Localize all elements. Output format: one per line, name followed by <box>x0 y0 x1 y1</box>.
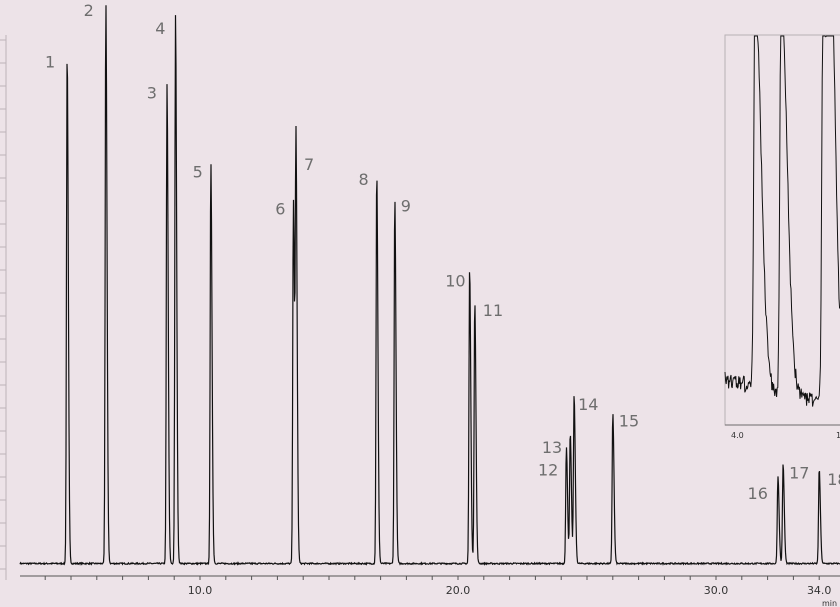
peak-label-12: 12 <box>538 460 558 479</box>
peak-labels: 123456789101112131415161718 <box>45 1 840 503</box>
peak-label-17: 17 <box>789 464 809 483</box>
peak-label-11: 11 <box>483 301 503 320</box>
x-tick-label: 10.0 <box>188 584 213 597</box>
chromatogram-trace <box>19 5 840 566</box>
inset-tick-label-0: 4.0 <box>731 431 744 440</box>
peak-label-3: 3 <box>147 84 157 103</box>
inset-trace <box>724 35 840 407</box>
peak-label-14: 14 <box>578 395 598 414</box>
inset-tick-label-1: 1 <box>836 431 840 440</box>
peak-label-16: 16 <box>748 484 768 503</box>
peak-label-2: 2 <box>84 1 94 20</box>
peak-label-10: 10 <box>445 271 465 290</box>
peak-label-8: 8 <box>359 170 369 189</box>
x-axis-ticks <box>44 576 820 580</box>
peak-label-18: 18 <box>827 470 840 489</box>
peak-label-1: 1 <box>45 53 55 72</box>
inset-panel: 4.0 1 <box>724 34 840 440</box>
y-axis <box>0 35 7 580</box>
x-axis-unit-label: min <box>822 599 837 607</box>
x-tick-label: 20.0 <box>446 584 471 597</box>
peak-label-9: 9 <box>401 197 411 216</box>
peak-label-6: 6 <box>275 200 285 219</box>
x-axis-tick-labels: 10.0 20.0 30.0 34.0 <box>188 584 832 597</box>
x-tick-label: 34.0 <box>807 584 832 597</box>
peak-label-7: 7 <box>304 155 314 174</box>
peak-label-15: 15 <box>619 411 639 430</box>
x-tick-label: 30.0 <box>704 584 729 597</box>
peak-label-4: 4 <box>155 19 165 38</box>
peak-label-5: 5 <box>193 162 203 181</box>
peak-label-13: 13 <box>542 438 562 457</box>
